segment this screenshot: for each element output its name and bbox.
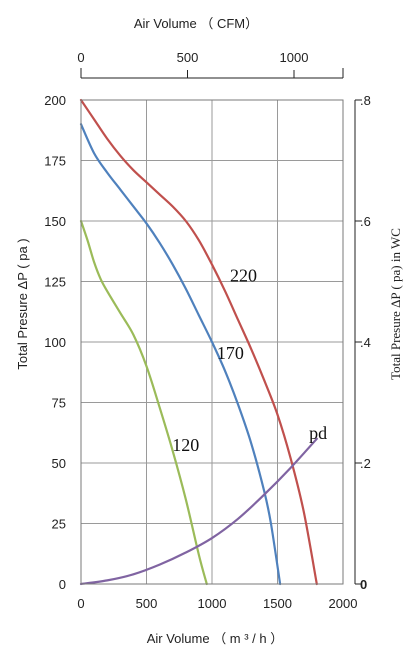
y-axis-right-title: Total Presure ΔP ( pa) in WC [388,228,403,380]
y-left-tick-label: 50 [52,456,66,471]
series-line-220 [79,98,318,586]
y-axis-left-title: Total Presure ΔP ( pa ) [15,238,30,369]
y-left-tick-label: 150 [44,214,66,229]
y-left-tick-label: 200 [44,93,66,108]
curve-label-pd: pd [309,423,327,443]
x-bottom-tick-label: 2000 [329,596,358,611]
series-layer [79,98,318,586]
x-bottom-tick-label: 1000 [198,596,227,611]
y-right-tick-label: .4 [360,335,371,350]
series-line-120 [79,219,208,586]
x-bottom-tick-label: 1500 [263,596,292,611]
curve-label-220: 220 [230,266,257,286]
y-right-tick-label: .8 [360,93,371,108]
curve-label-170: 170 [217,343,244,363]
y-left-tick-label: 25 [52,517,66,532]
y-right-tick-label: .2 [360,456,371,471]
x-top-tick-label: 500 [177,50,199,65]
series-line-170 [79,123,282,586]
curve-labels-layer: 220 170 120 pd [172,266,327,455]
x-axis-top-title: Air Volume （ CFM） [134,16,258,31]
x-axis-bottom-title: Air Volume （ m ³ / h ） [147,631,284,646]
x-bottom-tick-label: 0 [77,596,84,611]
y-left-tick-label: 100 [44,335,66,350]
y-right-tick-label: 0 [360,577,367,592]
y-left-tick-label: 75 [52,396,66,411]
x-top-tick-label: 1000 [280,50,309,65]
x-top-tick-label: 0 [77,50,84,65]
series-line-pd [79,437,318,586]
y-left-tick-label: 0 [59,577,66,592]
axes-layer [80,77,356,585]
y-left-tick-label: 175 [44,154,66,169]
y-left-tick-label: 125 [44,275,66,290]
curve-label-120: 120 [172,435,199,455]
y-right-tick-label: .6 [360,214,371,229]
plot-frame [80,99,344,585]
x-bottom-tick-label: 500 [136,596,158,611]
